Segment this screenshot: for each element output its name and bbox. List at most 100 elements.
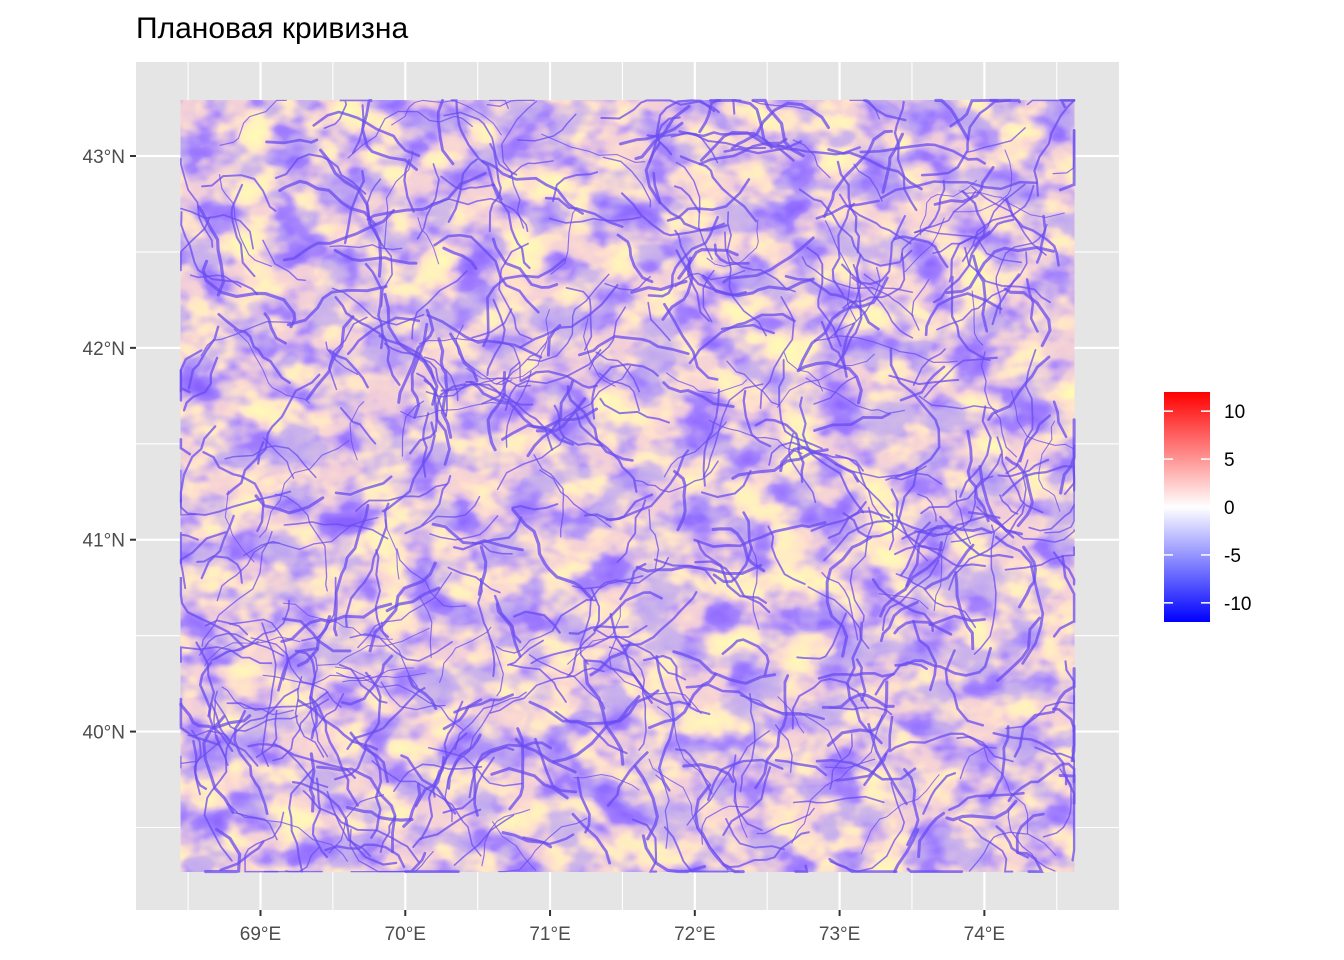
drainage-line bbox=[1005, 349, 1037, 475]
drainage-line bbox=[425, 377, 532, 398]
drainage-line bbox=[980, 351, 1018, 458]
drainage-line bbox=[1071, 724, 1076, 763]
drainage-line bbox=[230, 183, 256, 278]
drainage-line bbox=[739, 693, 756, 793]
drainage-line bbox=[397, 308, 435, 404]
drainage-line bbox=[469, 380, 575, 446]
drainage-line bbox=[527, 273, 610, 362]
drainage-line bbox=[700, 469, 752, 499]
drainage-line bbox=[602, 156, 652, 208]
drainage-line bbox=[552, 695, 641, 764]
drainage-line bbox=[917, 811, 946, 859]
drainage-line bbox=[486, 371, 507, 452]
drainage-line bbox=[648, 116, 681, 163]
drainage-line bbox=[544, 196, 624, 228]
drainage-line bbox=[368, 561, 437, 653]
drainage-line bbox=[247, 743, 357, 779]
drainage-line bbox=[815, 758, 917, 781]
drainage-line bbox=[262, 239, 307, 282]
drainage-line bbox=[1004, 456, 1034, 528]
drainage-line bbox=[968, 831, 1057, 872]
drainage-line bbox=[776, 353, 875, 408]
drainage-line bbox=[316, 765, 397, 854]
drainage-line bbox=[912, 619, 938, 692]
drainage-line bbox=[1015, 812, 1045, 854]
drainage-line bbox=[599, 397, 670, 424]
drainage-line bbox=[254, 494, 325, 515]
drainage-line bbox=[530, 624, 648, 665]
drainage-line bbox=[950, 275, 998, 360]
drainage-line bbox=[948, 791, 1025, 812]
drainage-line bbox=[725, 818, 785, 851]
drainage-line bbox=[648, 508, 660, 570]
drainage-line bbox=[709, 98, 774, 149]
drainage-line bbox=[648, 758, 740, 873]
drainage-line bbox=[826, 680, 889, 747]
drainage-line bbox=[955, 489, 972, 545]
legend-ticks: 10 5 0 -5 -10 bbox=[1164, 402, 1251, 615]
drainage-line bbox=[606, 751, 649, 807]
y-axis: 43°N 42°N 41°N 40°N bbox=[83, 147, 136, 744]
drainage-line bbox=[842, 466, 919, 539]
drainage-line bbox=[823, 519, 944, 562]
x-tick-label: 71°E bbox=[529, 924, 570, 945]
drainage-line bbox=[323, 99, 370, 129]
legend-label: 10 bbox=[1224, 402, 1245, 423]
drainage-line bbox=[453, 814, 515, 866]
drainage-line bbox=[214, 640, 259, 660]
x-tick-label: 74°E bbox=[964, 924, 1005, 945]
drainage-line bbox=[784, 274, 880, 331]
drainage-line bbox=[402, 783, 422, 828]
drainage-line bbox=[903, 768, 920, 847]
drainage-line bbox=[440, 383, 534, 406]
drainage-line bbox=[317, 627, 430, 666]
drainage-line bbox=[920, 453, 1002, 515]
drainage-line bbox=[810, 510, 890, 532]
drainage-line bbox=[620, 192, 726, 237]
drainage-line bbox=[989, 98, 1021, 104]
drainage-line bbox=[933, 166, 995, 206]
drainage-line bbox=[983, 748, 1029, 835]
drainage-line bbox=[311, 777, 329, 859]
drainage-line bbox=[340, 654, 394, 706]
drainage-line bbox=[433, 233, 540, 314]
drainage-line bbox=[431, 522, 524, 552]
drainage-line bbox=[400, 401, 507, 419]
drainage-line bbox=[214, 699, 299, 732]
drainage-line bbox=[548, 216, 642, 224]
drainage-line bbox=[956, 735, 1014, 763]
drainage-line bbox=[995, 223, 1048, 314]
drainage-line bbox=[201, 530, 273, 647]
drainage-line bbox=[334, 666, 427, 679]
drainage-line bbox=[893, 545, 987, 568]
drainage-line bbox=[619, 562, 647, 601]
drainage-line bbox=[922, 772, 957, 815]
drainage-line bbox=[959, 405, 992, 498]
drainage-line bbox=[774, 724, 793, 773]
drainage-line bbox=[792, 139, 831, 179]
drainage-line bbox=[1004, 546, 1075, 571]
drainage-line bbox=[702, 269, 715, 323]
drainage-line bbox=[349, 401, 365, 461]
drainage-line bbox=[566, 588, 601, 678]
drainage-line bbox=[244, 811, 285, 873]
drainage-line bbox=[1025, 278, 1039, 333]
drainage-line bbox=[739, 694, 843, 760]
drainage-line bbox=[496, 435, 565, 491]
drainage-line bbox=[914, 229, 1023, 264]
drainage-line bbox=[550, 207, 578, 275]
drainage-line bbox=[490, 766, 569, 800]
drainage-line bbox=[281, 617, 352, 653]
drainage-line bbox=[508, 160, 554, 179]
drainage-line bbox=[498, 817, 588, 873]
drainage-line bbox=[233, 709, 269, 816]
drainage-line bbox=[450, 99, 503, 201]
drainage-line bbox=[493, 594, 522, 644]
drainage-line bbox=[724, 231, 796, 293]
drainage-line bbox=[666, 178, 751, 222]
drainage-line bbox=[620, 591, 698, 647]
drainage-line bbox=[491, 183, 531, 270]
drainage-line bbox=[822, 129, 893, 218]
drainage-line bbox=[345, 805, 414, 822]
drainage-line bbox=[393, 763, 483, 793]
